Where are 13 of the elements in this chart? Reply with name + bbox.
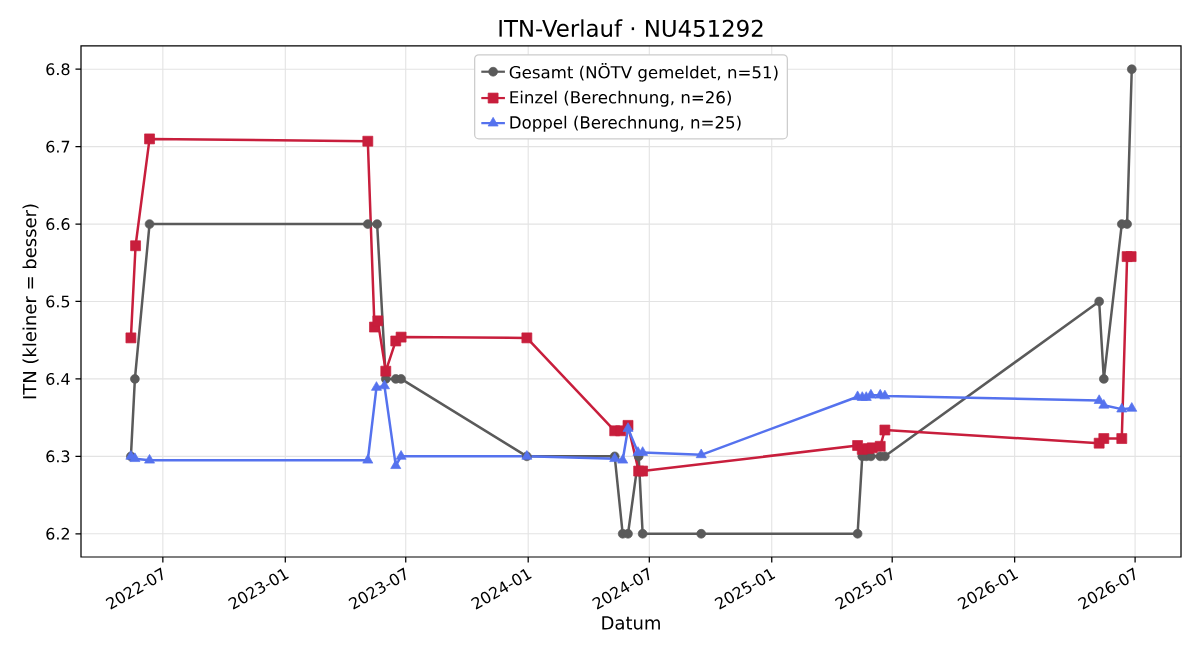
y-axis-title: ITN (kleiner = besser) [22,204,39,399]
legend-label: Einzel (Berechnung, n=26) [510,90,731,107]
chart-title: ITN-Verlauf · NU451292 [499,19,763,37]
y-tick-label: 6.7 [46,140,70,153]
legend-label: Doppel (Berechnung, n=25) [510,115,741,132]
legend-label: Gesamt (NÖTV gemeldet, n=51) [509,63,778,82]
y-tick-label: 6.6 [46,218,70,231]
y-tick-label: 6.2 [46,527,69,540]
y-tick-label: 6.8 [46,63,70,76]
x-axis-title: Datum [602,616,660,630]
y-tick-label: 6.4 [46,372,70,385]
y-tick-label: 6.5 [46,295,70,308]
y-tick-label: 6.3 [46,450,70,463]
